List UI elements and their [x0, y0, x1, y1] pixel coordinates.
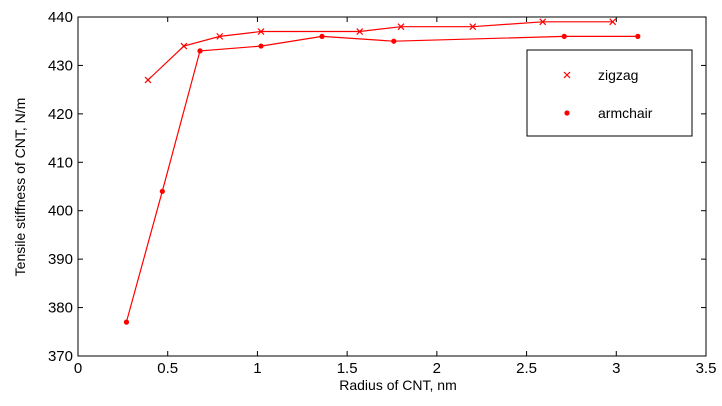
x-tick-label: 3.5 — [696, 360, 717, 377]
legend-label-armchair: armchair — [598, 105, 653, 121]
x-tick-label: 2 — [433, 360, 441, 377]
legend-box — [526, 49, 693, 137]
y-axis-label: Tensile stiffness of CNT, N/m — [12, 98, 28, 277]
data-point-zigzag — [609, 18, 617, 26]
x-axis-label: Radius of CNT, nm — [339, 377, 456, 393]
plot-frame — [77, 16, 707, 357]
x-tick-label: 0.5 — [157, 360, 178, 377]
plot-area: 0 0.5 1 1.5 2 2.5 3 3.5 370 380 390 400 410 420 430 440… — [48, 9, 716, 377]
y-tick-label: 410 — [48, 154, 73, 171]
data-point-armchair — [197, 48, 203, 54]
legend-marker-armchair — [564, 110, 570, 116]
y-tick-label: 400 — [48, 203, 73, 220]
data-point-armchair — [123, 319, 130, 325]
data-point-armchair — [635, 33, 641, 39]
y-tick-label: 420 — [48, 106, 73, 123]
x-tick-label: 2.5 — [516, 360, 537, 377]
legend-label-zigzag: zigzag — [598, 67, 638, 83]
series-line-armchair — [125, 35, 638, 323]
y-tick-label: 440 — [48, 9, 73, 26]
y-tick-label: 370 — [48, 348, 73, 365]
data-point-armchair — [258, 43, 264, 49]
x-tick-label: 1 — [253, 360, 261, 377]
data-point-zigzag — [539, 18, 547, 26]
x-tick-label: 0 — [74, 360, 82, 377]
data-point-armchair — [319, 33, 325, 39]
data-point-armchair — [391, 38, 397, 44]
data-point-zigzag — [180, 42, 188, 50]
data-point-armchair — [561, 33, 567, 39]
legend-marker-zigzag — [563, 71, 571, 79]
data-point-zigzag — [397, 23, 405, 31]
data-point-zigzag — [216, 32, 224, 40]
data-point-armchair — [159, 188, 165, 194]
y-tick-label: 380 — [48, 300, 73, 317]
y-tick-label: 390 — [48, 251, 73, 268]
data-point-zigzag — [356, 28, 364, 35]
data-point-zigzag — [469, 23, 477, 31]
x-tick-label: 1.5 — [337, 360, 358, 377]
x-tick-label: 3 — [612, 360, 620, 377]
data-point-zigzag — [144, 76, 152, 84]
y-tick-label: 430 — [48, 57, 73, 74]
data-point-zigzag — [257, 28, 265, 35]
